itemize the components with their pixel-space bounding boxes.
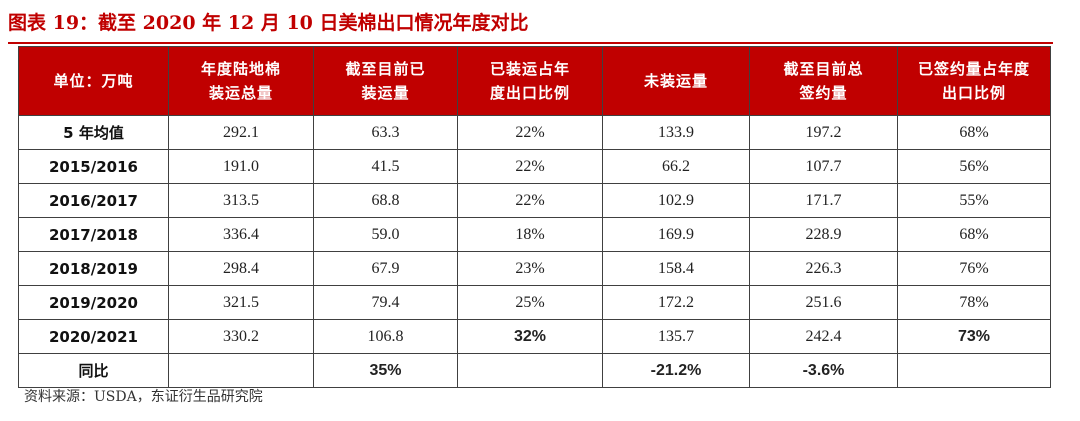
table-cell: 172.2 [602, 285, 750, 320]
header-shipped-ratio: 已装运占年 度出口比例 [457, 46, 603, 116]
table-cell: 23% [457, 251, 603, 286]
table-cell: 22% [457, 183, 603, 218]
row-label: 2017/2018 [18, 217, 169, 252]
table-cell-highlight: 32% [457, 319, 603, 354]
table-cell: 66.2 [602, 149, 750, 184]
row-label: 2019/2020 [18, 285, 169, 320]
caption-divider [8, 42, 1053, 44]
table-cell: 228.9 [749, 217, 898, 252]
table-cell: 251.6 [749, 285, 898, 320]
table-cell: 171.7 [749, 183, 898, 218]
table-cell: 22% [457, 115, 603, 150]
table-cell: 68.8 [313, 183, 458, 218]
table-cell: 56% [897, 149, 1051, 184]
source-note: 资料来源：USDA，东证衍生品研究院 [24, 389, 263, 405]
header-total-shipment: 年度陆地棉 装运总量 [168, 46, 314, 116]
table-cell-highlight: 35% [313, 353, 458, 388]
header-signed-ratio: 已签约量占年度 出口比例 [897, 46, 1051, 116]
table-cell: 102.9 [602, 183, 750, 218]
table-cell: 133.9 [602, 115, 750, 150]
table-cell: 68% [897, 115, 1051, 150]
table-cell-highlight: 73% [897, 319, 1051, 354]
table-cell: 25% [457, 285, 603, 320]
row-label: 5 年均值 [18, 115, 169, 150]
table-row-yoy: 同比 35% -21.2% -3.6% [18, 353, 1051, 388]
table-row: 2017/2018 336.4 59.0 18% 169.9 228.9 68% [18, 217, 1051, 252]
row-label: 2016/2017 [18, 183, 169, 218]
table-cell: 68% [897, 217, 1051, 252]
table-cell-highlight: -21.2% [602, 353, 750, 388]
header-unit: 单位：万吨 [18, 46, 169, 116]
table-cell: 79.4 [313, 285, 458, 320]
table-cell: 321.5 [168, 285, 314, 320]
table-cell: 22% [457, 149, 603, 184]
row-label: 2018/2019 [18, 251, 169, 286]
header-shipped-to-date: 截至目前已 装运量 [313, 46, 458, 116]
table-cell: 55% [897, 183, 1051, 218]
table-cell-highlight: -3.6% [749, 353, 898, 388]
table-cell: 226.3 [749, 251, 898, 286]
table-cell: 63.3 [313, 115, 458, 150]
table-cell: 313.5 [168, 183, 314, 218]
header-total-signed: 截至目前总 签约量 [749, 46, 898, 116]
table-cell: 135.7 [602, 319, 750, 354]
table-cell [168, 353, 314, 388]
table-row: 2015/2016 191.0 41.5 22% 66.2 107.7 56% [18, 149, 1051, 184]
header-row: 单位：万吨 年度陆地棉 装运总量 截至目前已 装运量 已装运占年 度出口比例 未装运量… [18, 46, 1051, 116]
table-cell: 298.4 [168, 251, 314, 286]
table-cell: 191.0 [168, 149, 314, 184]
table-row: 2018/2019 298.4 67.9 23% 158.4 226.3 76% [18, 251, 1051, 286]
table-cell [897, 353, 1051, 388]
table-row: 2020/2021 330.2 106.8 32% 135.7 242.4 73… [18, 319, 1051, 354]
table-cell: 59.0 [313, 217, 458, 252]
table-cell: 67.9 [313, 251, 458, 286]
figure-caption: 图表 19：截至 2020 年 12 月 10 日美棉出口情况年度对比 [8, 12, 529, 34]
table-cell: 336.4 [168, 217, 314, 252]
table-cell: 292.1 [168, 115, 314, 150]
table-row: 2016/2017 313.5 68.8 22% 102.9 171.7 55% [18, 183, 1051, 218]
row-label: 2020/2021 [18, 319, 169, 354]
table-cell: 169.9 [602, 217, 750, 252]
table-cell: 78% [897, 285, 1051, 320]
table-cell: 197.2 [749, 115, 898, 150]
header-unshipped: 未装运量 [602, 46, 750, 116]
table-cell: 41.5 [313, 149, 458, 184]
row-label: 2015/2016 [18, 149, 169, 184]
table-cell: 18% [457, 217, 603, 252]
table-cell: 107.7 [749, 149, 898, 184]
row-label: 同比 [18, 353, 169, 388]
table-row: 5 年均值 292.1 63.3 22% 133.9 197.2 68% [18, 115, 1051, 150]
table-cell [457, 353, 603, 388]
table-row: 2019/2020 321.5 79.4 25% 172.2 251.6 78% [18, 285, 1051, 320]
cotton-export-table: 单位：万吨 年度陆地棉 装运总量 截至目前已 装运量 已装运占年 度出口比例 未装运量… [18, 46, 1051, 388]
table-cell: 106.8 [313, 319, 458, 354]
table-cell: 330.2 [168, 319, 314, 354]
table-cell: 158.4 [602, 251, 750, 286]
table-cell: 242.4 [749, 319, 898, 354]
table-cell: 76% [897, 251, 1051, 286]
